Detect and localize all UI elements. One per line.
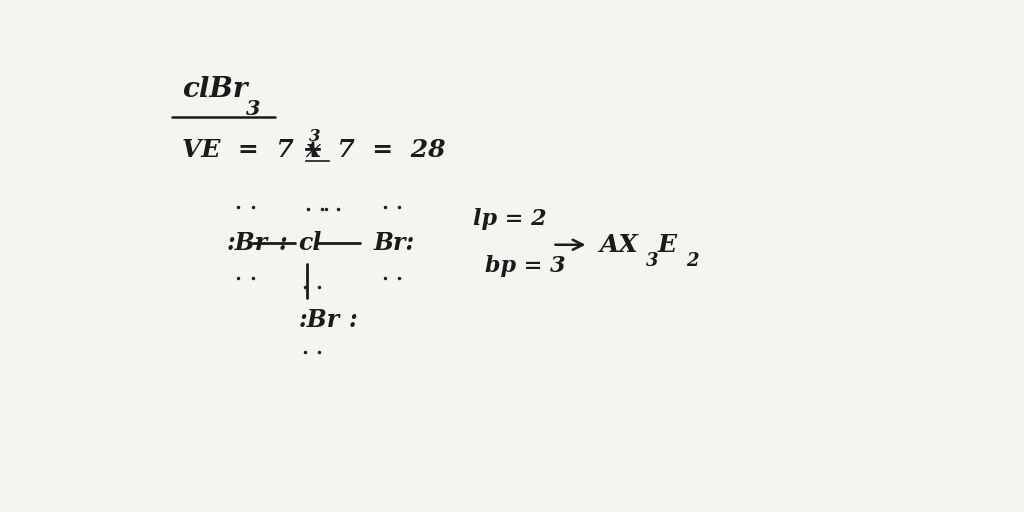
Text: 3: 3 — [646, 251, 658, 269]
Text: 3: 3 — [246, 99, 260, 119]
Text: :: : — [348, 308, 357, 332]
Text: E: E — [657, 233, 676, 257]
Text: 2: 2 — [686, 251, 698, 269]
Text: clBr: clBr — [182, 76, 248, 103]
Text: lp = 2: lp = 2 — [473, 208, 547, 230]
Text: AX: AX — [600, 233, 639, 257]
Text: x  7  =  28: x 7 = 28 — [305, 138, 445, 162]
Text: Br:: Br: — [374, 231, 416, 255]
Text: :: : — [279, 231, 288, 255]
Text: cl: cl — [299, 231, 322, 255]
Text: :Br: :Br — [227, 231, 268, 255]
Text: :Br: :Br — [299, 308, 340, 332]
Text: 3: 3 — [309, 128, 321, 145]
Text: bp = 3: bp = 3 — [485, 255, 565, 278]
Text: VE  =  7 +: VE = 7 + — [182, 138, 324, 162]
